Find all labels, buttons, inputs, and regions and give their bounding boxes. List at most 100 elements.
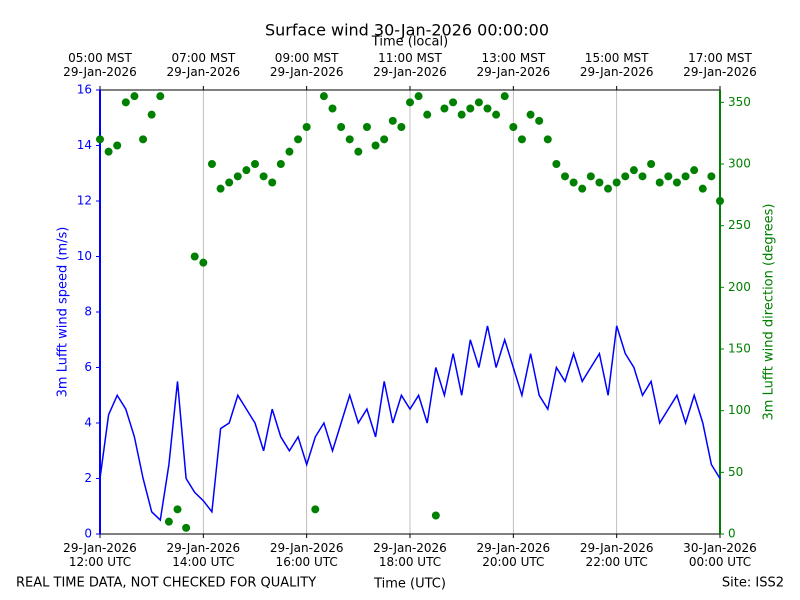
direction-point — [380, 135, 389, 144]
direction-point — [716, 197, 724, 205]
direction-point — [561, 172, 569, 181]
direction-point — [406, 98, 414, 107]
direction-point — [535, 116, 544, 125]
direction-point — [595, 178, 604, 187]
direction-point — [328, 104, 337, 113]
direction-point — [242, 166, 251, 175]
direction-point — [672, 178, 681, 187]
chart-title: Surface wind 30-Jan-2026 00:00:00 — [265, 21, 549, 40]
direction-point — [449, 98, 458, 107]
direction-point — [397, 123, 406, 131]
y2-tick-label: 300 — [728, 157, 751, 171]
top-x-tick-label: 09:00 MST 29-Jan-2026 — [269, 51, 344, 79]
direction-point — [164, 517, 173, 526]
y2-tick-label: 250 — [728, 218, 751, 232]
direction-point — [509, 123, 518, 131]
direction-point — [173, 505, 182, 514]
direction-point — [156, 92, 165, 101]
direction-point — [233, 172, 242, 181]
y2-tick-label: 100 — [728, 403, 751, 417]
direction-point — [388, 116, 397, 125]
direction-point — [362, 123, 371, 131]
direction-point — [302, 123, 311, 131]
direction-point — [207, 160, 216, 168]
y-tick-label: 4 — [84, 416, 92, 430]
y2-tick-label: 50 — [728, 465, 743, 479]
direction-point — [681, 172, 690, 181]
top-x-tick-label: 15:00 MST 29-Jan-2026 — [579, 51, 654, 79]
y-tick-label: 0 — [84, 527, 92, 541]
speed-line — [99, 325, 721, 522]
direction-point — [431, 511, 440, 520]
direction-point — [552, 160, 561, 168]
y2-tick-label: 150 — [728, 342, 751, 356]
y-tick-label: 10 — [77, 249, 92, 263]
direction-point — [259, 172, 268, 181]
direction-point — [121, 98, 130, 107]
y-tick-label: 14 — [77, 138, 92, 152]
direction-point — [345, 135, 354, 144]
direction-point — [225, 178, 234, 187]
direction-point — [492, 110, 501, 119]
direction-point — [276, 160, 285, 168]
direction-point — [629, 166, 638, 175]
direction-point — [612, 178, 621, 187]
y2-tick-label: 200 — [728, 280, 751, 294]
direction-point — [604, 184, 613, 193]
top-x-tick-label: 17:00 MST 29-Jan-2026 — [683, 51, 757, 79]
direction-point — [543, 135, 552, 144]
direction-point — [414, 92, 423, 101]
direction-point — [483, 104, 492, 113]
direction-point — [457, 110, 466, 119]
direction-point — [311, 505, 320, 514]
y2-tick-label: 350 — [728, 95, 751, 109]
direction-point — [199, 258, 208, 267]
x-tick-label: 29-Jan-2026 22:00 UTC — [579, 541, 654, 569]
direction-point — [251, 160, 259, 168]
direction-point — [500, 92, 509, 101]
direction-point — [190, 252, 199, 261]
y2-tick-label: 0 — [728, 527, 736, 541]
top-x-tick-label: 13:00 MST 29-Jan-2026 — [476, 51, 551, 79]
top-x-axis-label: Time (local) — [371, 35, 448, 50]
direction-point — [147, 110, 156, 119]
y-tick-label: 8 — [84, 305, 92, 319]
direction-point — [707, 172, 716, 181]
y-tick-label: 16 — [77, 83, 92, 97]
y2-axis-label: 3m Lufft wind direction (degrees) — [762, 204, 777, 421]
direction-point — [337, 123, 346, 131]
y-axis-label: 3m Lufft wind speed (m/s) — [56, 227, 71, 398]
top-x-tick-label: 11:00 MST 29-Jan-2026 — [373, 51, 447, 79]
y-tick-label: 2 — [84, 471, 92, 485]
top-x-tick-label: 05:00 MST 29-Jan-2026 — [63, 51, 137, 79]
footer-left: REAL TIME DATA, NOT CHECKED FOR QUALITY — [16, 576, 316, 591]
direction-point — [113, 141, 122, 150]
direction-point — [130, 92, 139, 101]
x-tick-label: 29-Jan-2026 12:00 UTC — [63, 541, 137, 569]
x-axis-label: Time (UTC) — [373, 577, 446, 592]
direction-point — [216, 184, 225, 193]
x-tick-label: 29-Jan-2026 14:00 UTC — [166, 541, 241, 569]
direction-point — [371, 141, 380, 150]
direction-point — [569, 178, 578, 187]
direction-point — [578, 184, 587, 193]
x-tick-label: 29-Jan-2026 18:00 UTC — [373, 541, 447, 569]
direction-point — [104, 147, 113, 156]
direction-point — [319, 92, 328, 101]
direction-point — [638, 172, 647, 181]
direction-point — [294, 135, 303, 144]
x-tick-label: 29-Jan-2026 16:00 UTC — [269, 541, 344, 569]
direction-point — [517, 135, 526, 144]
direction-point — [440, 104, 449, 113]
y-tick-label: 12 — [77, 194, 92, 208]
y-tick-label: 6 — [84, 360, 92, 374]
direction-point — [655, 178, 664, 187]
direction-point — [526, 110, 535, 119]
x-tick-label: 29-Jan-2026 20:00 UTC — [476, 541, 551, 569]
footer-right: Site: ISS2 — [722, 576, 784, 591]
direction-point — [664, 172, 673, 181]
direction-point — [96, 135, 104, 144]
direction-point — [139, 135, 148, 144]
